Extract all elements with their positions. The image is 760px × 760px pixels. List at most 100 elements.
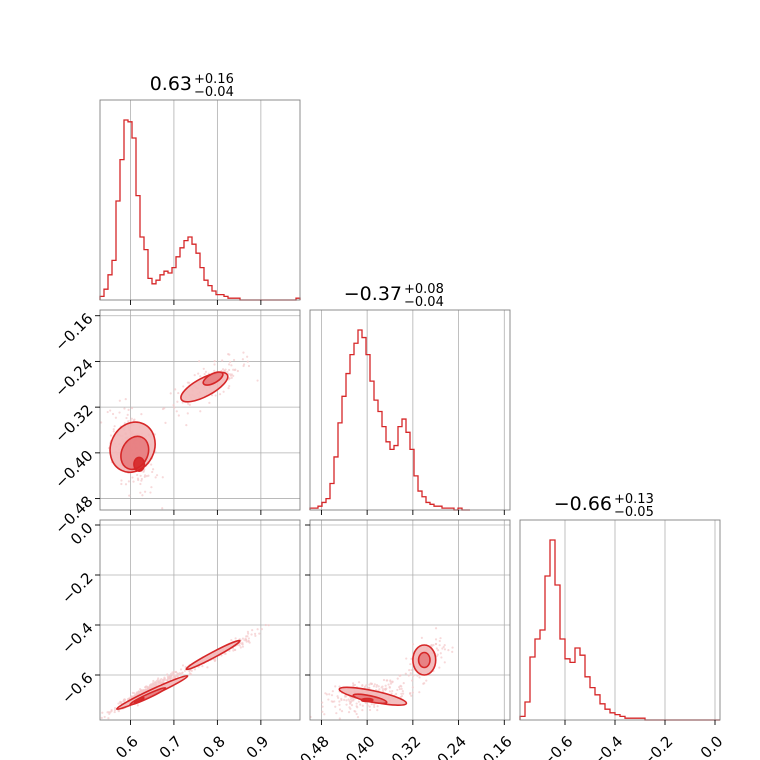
sample-point [420, 636, 423, 640]
sample-point [331, 690, 334, 693]
sample-point [174, 674, 177, 677]
sample-point [238, 644, 241, 647]
sample-point [264, 623, 267, 627]
sample-point [124, 398, 127, 401]
sample-point [242, 363, 246, 366]
sample-point [187, 402, 190, 405]
sample-point [381, 687, 385, 691]
panel-frame [519, 519, 721, 721]
sample-point [357, 700, 360, 703]
sample-point [250, 633, 253, 636]
sample-point [130, 417, 133, 420]
sample-point [159, 680, 162, 683]
sample-point [223, 369, 226, 372]
sample-point [163, 677, 166, 680]
sample-point [245, 638, 248, 641]
sample-point [438, 666, 441, 669]
sample-point [412, 674, 415, 677]
sample-point [169, 672, 173, 675]
sample-point [232, 374, 235, 377]
sample-point [214, 394, 217, 397]
sample-point [325, 693, 328, 696]
histogram-panel-param-2: −0.37 +0.08−0.04 [309, 282, 511, 515]
sample-point [228, 368, 231, 372]
sample-point [229, 360, 232, 363]
sample-point [193, 374, 196, 377]
x-tick-label: −0.16 [470, 732, 515, 760]
sample-point [122, 700, 125, 703]
sample-point [321, 710, 324, 713]
sample-point [239, 646, 242, 649]
sample-point [384, 687, 387, 691]
sample-point [143, 474, 147, 477]
sample-point [118, 411, 121, 414]
sample-point [246, 635, 249, 638]
sample-point [373, 705, 376, 708]
x-tick-label: 0.9 [243, 732, 273, 760]
sample-point [124, 483, 128, 486]
sample-point [355, 712, 358, 716]
sample-point [127, 420, 130, 423]
sample-point [234, 368, 237, 371]
histogram-step-line [309, 329, 470, 511]
sample-point [434, 642, 438, 646]
panel-frame [99, 519, 301, 721]
joint-panel-param-1-vs-param-2: −0.48−0.40−0.32−0.24−0.16 [51, 309, 301, 538]
sample-point [228, 353, 231, 356]
sample-point [113, 709, 117, 712]
sample-point [221, 368, 225, 371]
panel-frame [99, 309, 301, 511]
sample-point [197, 372, 200, 375]
sample-point [145, 685, 148, 688]
sample-point [106, 711, 109, 714]
histogram-step-line [99, 119, 301, 301]
sample-point [435, 647, 438, 650]
sample-point [136, 473, 139, 477]
sample-point [170, 675, 173, 678]
sample-point [246, 360, 249, 363]
sample-point [345, 699, 348, 702]
sample-point [347, 698, 350, 701]
sample-point [352, 682, 355, 685]
sample-point [152, 679, 155, 683]
sample-point [321, 701, 324, 704]
sample-point [402, 682, 405, 685]
panel-frame [309, 309, 511, 511]
sample-point [213, 369, 216, 372]
sample-point [125, 416, 128, 420]
param-title-lower: −0.04 [404, 295, 444, 310]
sample-point [241, 358, 244, 361]
sample-point [100, 421, 103, 424]
sample-point [199, 410, 202, 413]
sample-point [184, 665, 187, 669]
histogram-panel-param-3: −0.6 −0.4 −0.2 0.0 −0.66 +0.13−0.05 [519, 492, 726, 760]
sample-point [136, 477, 140, 480]
sample-point [357, 681, 361, 684]
sample-point [350, 704, 354, 707]
sample-point [402, 692, 405, 695]
y-tick-label: −0.40 [51, 447, 96, 492]
sample-point [340, 698, 343, 702]
sample-point [232, 649, 235, 652]
sample-point [156, 679, 159, 682]
sample-point [177, 414, 180, 417]
sample-point [352, 698, 355, 701]
sample-point [222, 390, 225, 393]
sample-point [128, 494, 131, 497]
sample-point [334, 685, 337, 688]
histogram-step-line [519, 539, 720, 721]
sample-point [126, 413, 129, 416]
sample-point [434, 638, 438, 641]
sample-point [204, 370, 208, 373]
sample-point [183, 669, 187, 672]
y-tick-label: −0.24 [51, 355, 96, 400]
sample-point [131, 691, 134, 694]
sample-point [190, 669, 193, 673]
sample-point [179, 668, 183, 671]
density-contour [185, 639, 241, 671]
sample-point [109, 409, 112, 412]
sample-point [112, 428, 115, 431]
sample-point [439, 637, 442, 640]
sample-point [241, 637, 245, 640]
sample-point [391, 681, 394, 684]
